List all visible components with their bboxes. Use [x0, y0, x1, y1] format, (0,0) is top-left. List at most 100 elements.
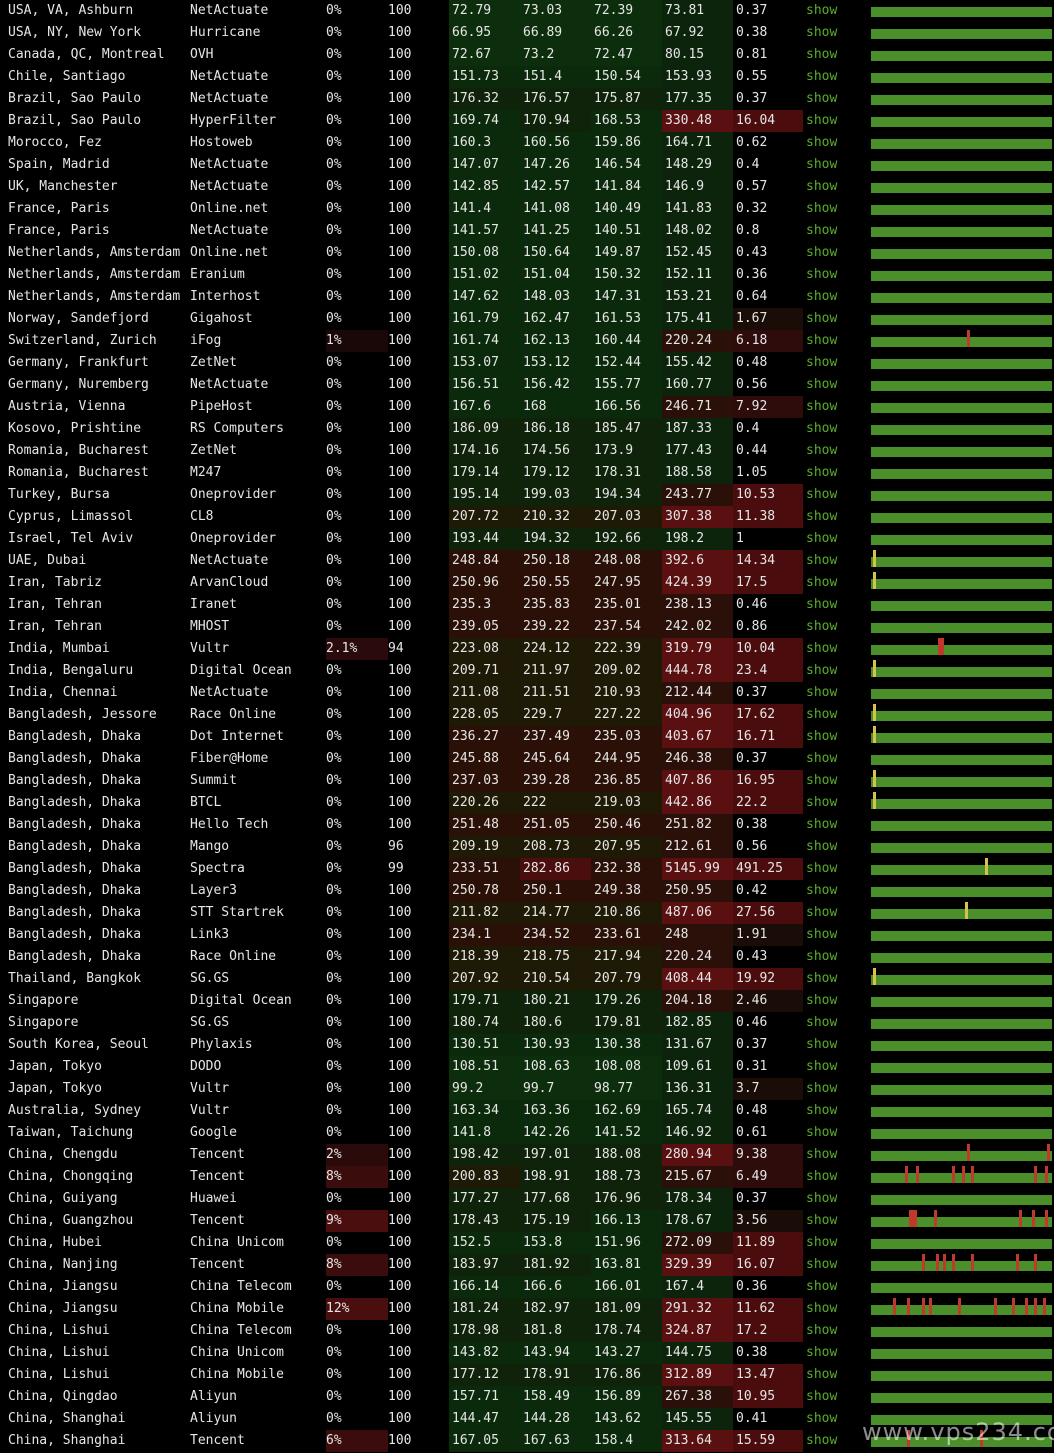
show-link[interactable]: show [806, 1125, 838, 1140]
sent-cell: 100 [388, 795, 412, 810]
table-row: Turkey, Bursa Oneprovider 0% 100 195.14 199.0… [0, 484, 1054, 506]
show-link[interactable]: show [806, 399, 838, 414]
show-link[interactable]: show [806, 1433, 838, 1448]
sent-cell: 100 [388, 135, 412, 150]
table-row: Germany, Frankfurt ZetNet 0% 100 153.07 153.1… [0, 352, 1054, 374]
show-link[interactable]: show [806, 927, 838, 942]
avg-cell: 162.47 [520, 308, 591, 330]
show-link[interactable]: show [806, 421, 838, 436]
show-link[interactable]: show [806, 839, 838, 854]
show-link[interactable]: show [806, 1345, 838, 1360]
avg-cell: 245.64 [520, 748, 591, 770]
show-link[interactable]: show [806, 971, 838, 986]
show-link[interactable]: show [806, 1411, 838, 1426]
show-link[interactable]: show [806, 267, 838, 282]
last-cell: 151.02 [449, 264, 520, 286]
table-row: Bangladesh, Dhaka STT Startrek 0% 100 211.82… [0, 902, 1054, 924]
avg-cell: 166.6 [520, 1276, 591, 1298]
show-link[interactable]: show [806, 597, 838, 612]
show-link[interactable]: show [806, 619, 838, 634]
show-link[interactable]: show [806, 729, 838, 744]
show-link[interactable]: show [806, 817, 838, 832]
show-link[interactable]: show [806, 707, 838, 722]
show-link[interactable]: show [806, 135, 838, 150]
show-link[interactable]: show [806, 1169, 838, 1184]
show-link-cell: show [803, 946, 866, 968]
show-link[interactable]: show [806, 443, 838, 458]
packet-loss-spike [1033, 1254, 1037, 1271]
show-link[interactable]: show [806, 245, 838, 260]
show-link[interactable]: show [806, 1367, 838, 1382]
show-link[interactable]: show [806, 773, 838, 788]
last-cell: 141.4 [449, 198, 520, 220]
show-link[interactable]: show [806, 905, 838, 920]
show-link[interactable]: show [806, 883, 838, 898]
show-link[interactable]: show [806, 201, 838, 216]
sent-cell: 100 [388, 531, 412, 546]
show-link[interactable]: show [806, 1147, 838, 1162]
show-link[interactable]: show [806, 69, 838, 84]
show-link[interactable]: show [806, 1015, 838, 1030]
show-link[interactable]: show [806, 1301, 838, 1316]
sent-cell: 100 [388, 1235, 412, 1250]
show-link[interactable]: show [806, 113, 838, 128]
show-link[interactable]: show [806, 157, 838, 172]
show-link[interactable]: show [806, 1389, 838, 1404]
show-link[interactable]: show [806, 487, 838, 502]
show-link[interactable]: show [806, 531, 838, 546]
show-link[interactable]: show [806, 575, 838, 590]
show-link[interactable]: show [806, 1323, 838, 1338]
show-link[interactable]: show [806, 685, 838, 700]
show-link[interactable]: show [806, 641, 838, 656]
stdev-cell: 0.41 [733, 1408, 803, 1430]
show-link[interactable]: show [806, 311, 838, 326]
show-link[interactable]: show [806, 1191, 838, 1206]
show-link[interactable]: show [806, 1103, 838, 1118]
location-cell: Kosovo, Prishtine [8, 421, 142, 436]
show-link[interactable]: show [806, 377, 838, 392]
show-link[interactable]: show [806, 795, 838, 810]
show-link[interactable]: show [806, 1081, 838, 1096]
show-link[interactable]: show [806, 333, 838, 348]
show-link[interactable]: show [806, 949, 838, 964]
show-link[interactable]: show [806, 553, 838, 568]
show-link[interactable]: show [806, 1059, 838, 1074]
show-link[interactable]: show [806, 1037, 838, 1052]
show-link[interactable]: show [806, 47, 838, 62]
location-cell: China, Nanjing [8, 1257, 118, 1272]
last-cell: 209.19 [449, 836, 520, 858]
show-link[interactable]: show [806, 509, 838, 524]
avg-cell: 99.7 [520, 1078, 591, 1100]
show-link[interactable]: show [806, 25, 838, 40]
show-link[interactable]: show [806, 289, 838, 304]
show-link[interactable]: show [806, 1257, 838, 1272]
show-link[interactable]: show [806, 223, 838, 238]
loss-cell: 0% [326, 616, 388, 638]
show-link[interactable]: show [806, 3, 838, 18]
show-link[interactable]: show [806, 465, 838, 480]
show-link-cell: show [803, 1034, 866, 1056]
show-link[interactable]: show [806, 663, 838, 678]
show-link[interactable]: show [806, 861, 838, 876]
show-link[interactable]: show [806, 179, 838, 194]
show-link[interactable]: show [806, 993, 838, 1008]
show-link[interactable]: show [806, 1235, 838, 1250]
latency-graph [871, 1107, 1052, 1117]
show-link[interactable]: show [806, 751, 838, 766]
show-link[interactable]: show [806, 1279, 838, 1294]
table-row: Thailand, Bangkok SG.GS 0% 100 207.92 210.54 2… [0, 968, 1054, 990]
latency-graph-cell [866, 1188, 1054, 1210]
sent-cell: 100 [388, 1279, 412, 1294]
show-link[interactable]: show [806, 355, 838, 370]
packet-loss-spike [921, 1254, 925, 1271]
stdev-cell: 0.4 [733, 154, 803, 176]
show-link[interactable]: show [806, 91, 838, 106]
stdev-cell: 0.37 [733, 682, 803, 704]
show-link[interactable]: show [806, 1213, 838, 1228]
location-cell: Netherlands, Amsterdam [8, 289, 181, 304]
sent-cell: 100 [388, 1367, 412, 1382]
worst-cell: 444.78 [662, 660, 733, 682]
sent-cell: 100 [388, 267, 412, 282]
provider-cell: Huawei [190, 1191, 237, 1206]
sent-cell: 100 [388, 1169, 412, 1184]
